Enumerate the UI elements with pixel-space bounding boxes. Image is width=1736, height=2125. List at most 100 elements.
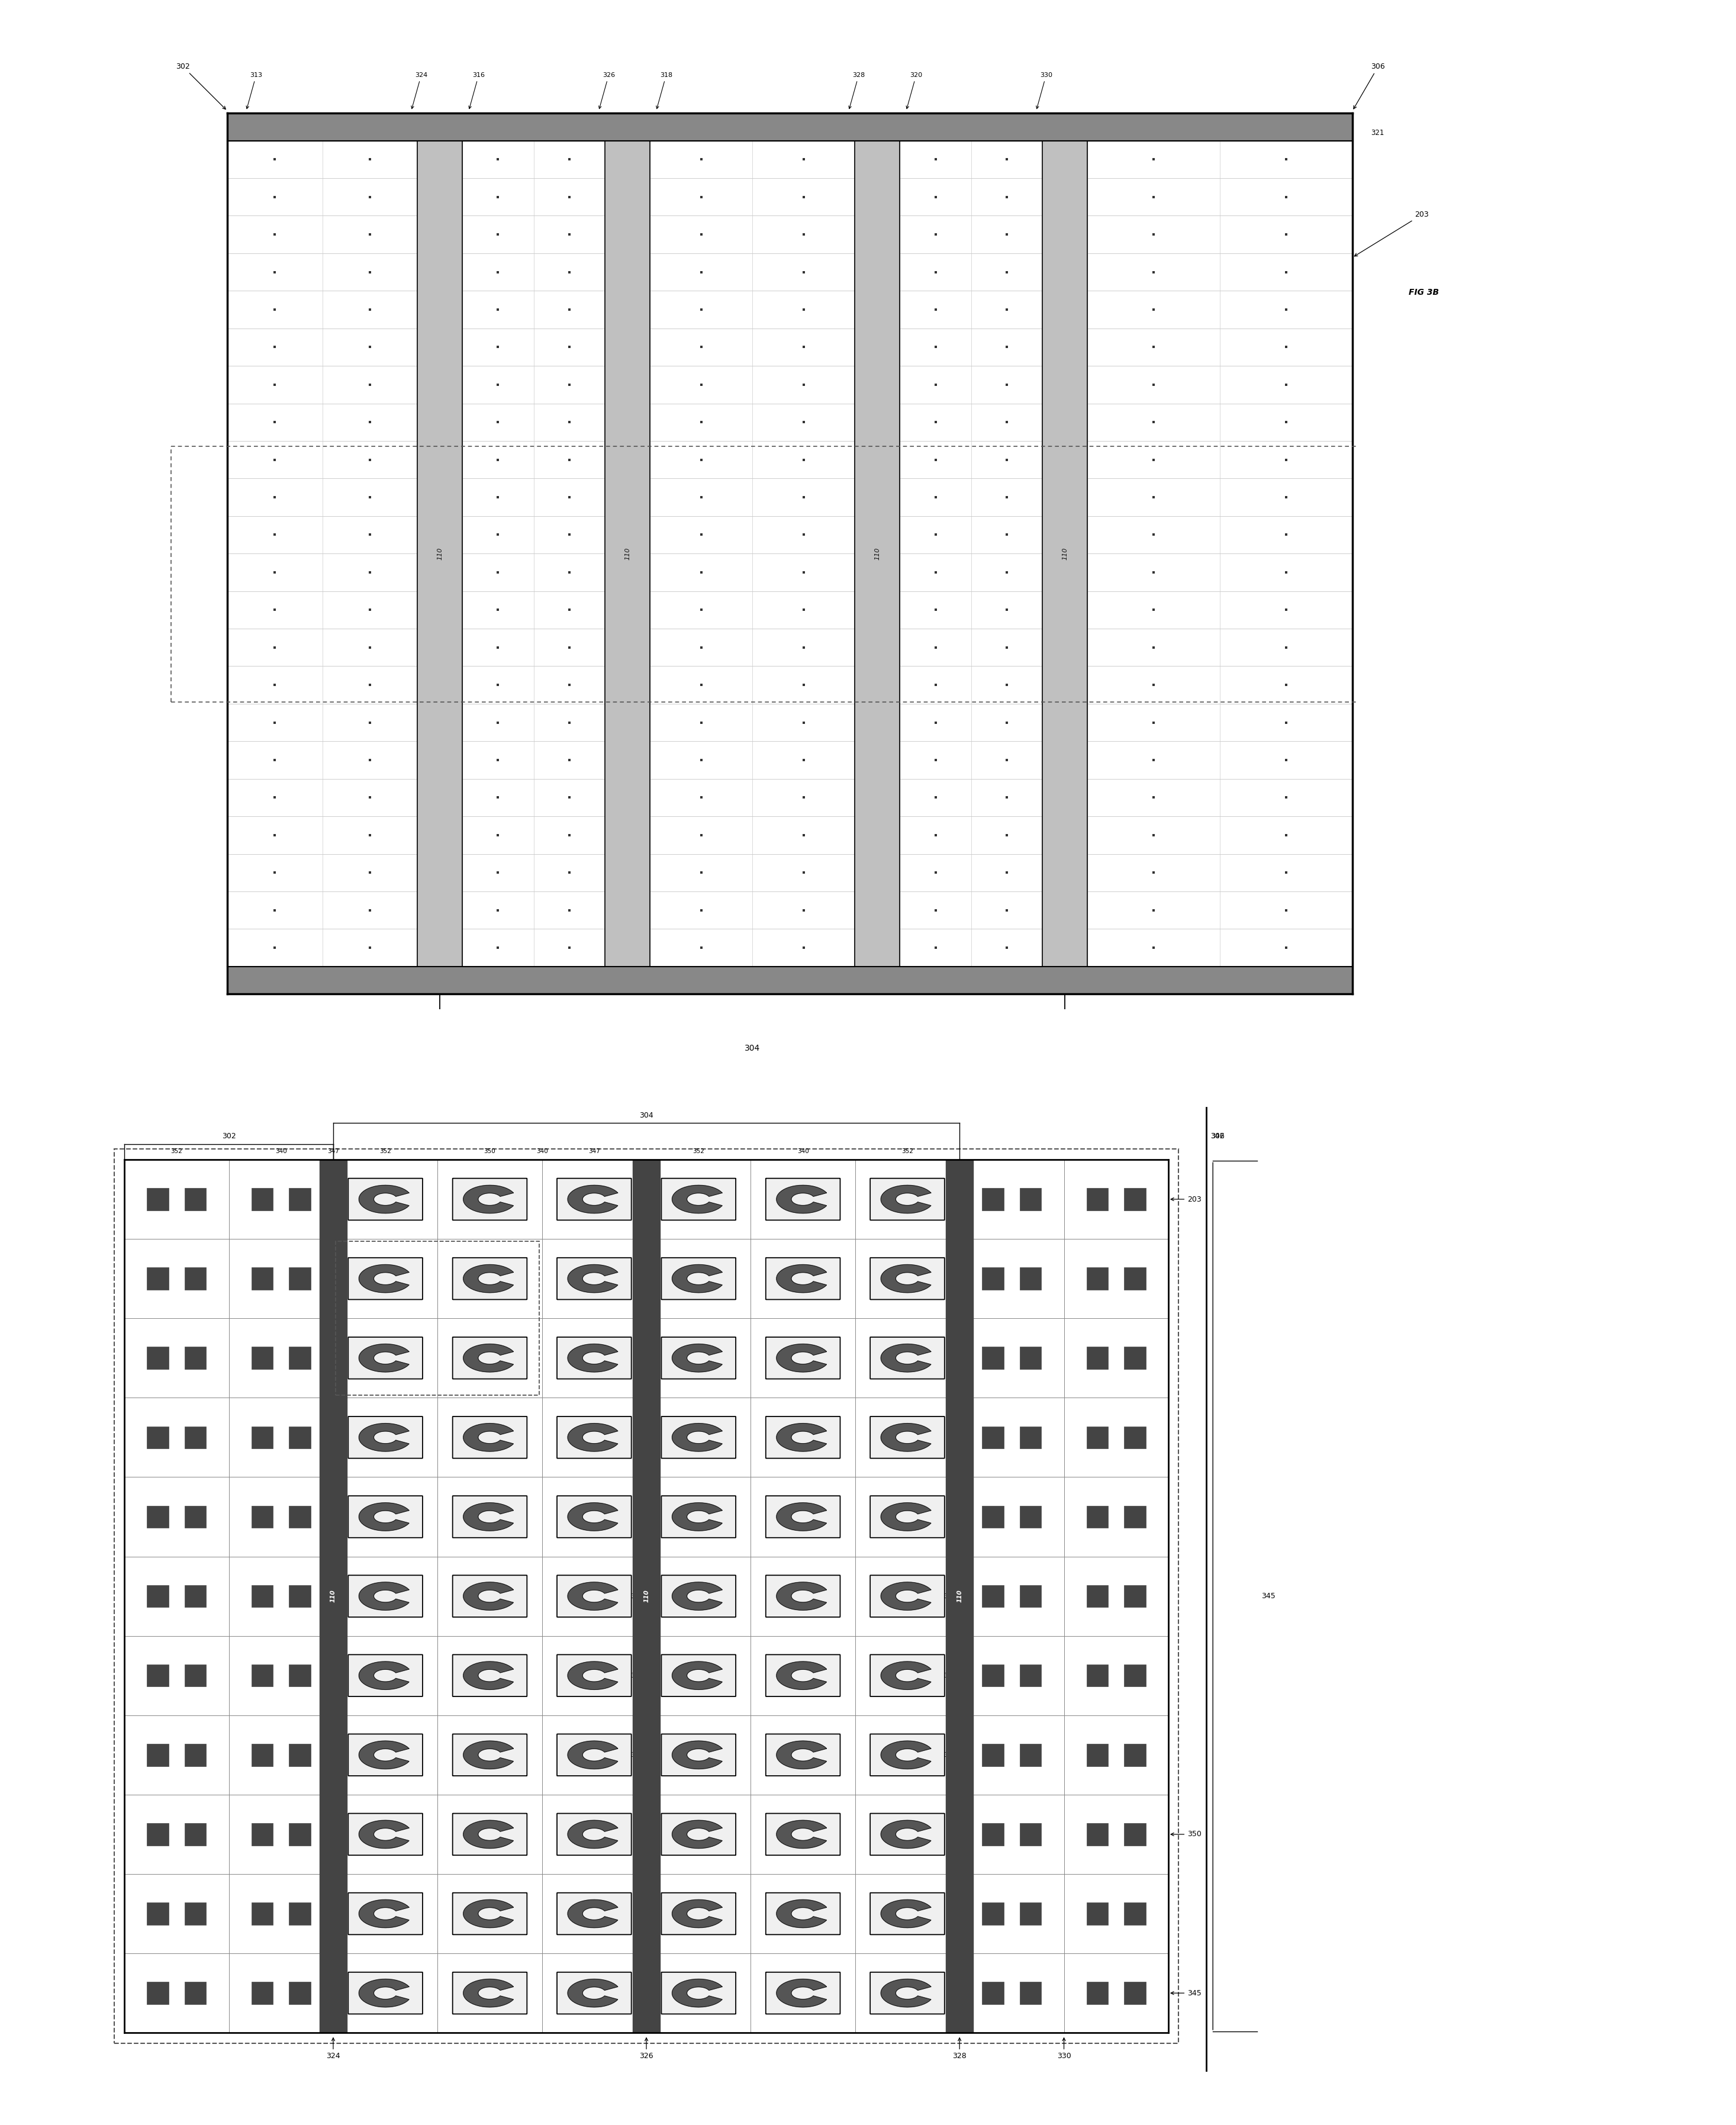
Text: 304: 304 bbox=[639, 1111, 653, 1120]
Polygon shape bbox=[568, 1740, 618, 1768]
Bar bbox=[983, 1426, 1003, 1449]
Bar bbox=[1125, 1347, 1146, 1369]
FancyBboxPatch shape bbox=[349, 1655, 422, 1696]
Text: —603: —603 bbox=[667, 1751, 686, 1757]
Polygon shape bbox=[568, 1978, 618, 2008]
Bar bbox=[252, 1266, 273, 1290]
FancyBboxPatch shape bbox=[870, 1337, 944, 1379]
FancyBboxPatch shape bbox=[870, 1575, 944, 1617]
Polygon shape bbox=[359, 1264, 410, 1292]
Bar bbox=[148, 1664, 168, 1687]
FancyBboxPatch shape bbox=[453, 1417, 528, 1458]
FancyBboxPatch shape bbox=[870, 1179, 944, 1220]
FancyBboxPatch shape bbox=[557, 1972, 632, 2014]
Bar bbox=[148, 1823, 168, 1844]
Text: 110: 110 bbox=[1062, 548, 1068, 559]
Polygon shape bbox=[880, 1662, 930, 1689]
Text: 330: 330 bbox=[1057, 2038, 1071, 2059]
FancyBboxPatch shape bbox=[349, 1734, 422, 1776]
Text: 352: 352 bbox=[380, 1148, 391, 1154]
Polygon shape bbox=[464, 1740, 514, 1768]
Polygon shape bbox=[672, 1583, 722, 1611]
Bar bbox=[184, 1507, 207, 1528]
Bar bbox=[252, 1902, 273, 1925]
Bar bbox=[1019, 1664, 1042, 1687]
Bar bbox=[148, 1426, 168, 1449]
Text: 302: 302 bbox=[222, 1133, 236, 1139]
FancyBboxPatch shape bbox=[349, 1417, 422, 1458]
Polygon shape bbox=[776, 1740, 826, 1768]
FancyBboxPatch shape bbox=[453, 1893, 528, 1934]
Bar bbox=[252, 1983, 273, 2004]
Polygon shape bbox=[672, 1343, 722, 1373]
Text: 321: 321 bbox=[1371, 130, 1384, 136]
Text: 324: 324 bbox=[326, 2038, 340, 2059]
Bar bbox=[184, 1585, 207, 1607]
Text: 110: 110 bbox=[625, 548, 630, 559]
Text: —347: —347 bbox=[625, 1751, 644, 1757]
Text: —347: —347 bbox=[939, 1672, 957, 1679]
Bar bbox=[184, 1347, 207, 1369]
Polygon shape bbox=[880, 1343, 930, 1373]
Bar bbox=[184, 1823, 207, 1844]
Text: —347: —347 bbox=[939, 1751, 957, 1757]
Bar bbox=[148, 1745, 168, 1766]
Text: —347: —347 bbox=[625, 1672, 644, 1679]
Text: 316: 316 bbox=[469, 72, 484, 108]
FancyBboxPatch shape bbox=[349, 1496, 422, 1538]
Bar bbox=[288, 1902, 311, 1925]
Polygon shape bbox=[359, 1502, 410, 1530]
Text: —515: —515 bbox=[667, 1832, 686, 1838]
Bar bbox=[288, 1426, 311, 1449]
FancyBboxPatch shape bbox=[661, 1893, 736, 1934]
FancyBboxPatch shape bbox=[661, 1496, 736, 1538]
FancyBboxPatch shape bbox=[453, 1655, 528, 1696]
Bar bbox=[288, 1983, 311, 2004]
Bar bbox=[184, 1266, 207, 1290]
FancyBboxPatch shape bbox=[661, 1337, 736, 1379]
Bar bbox=[288, 1266, 311, 1290]
Bar bbox=[1087, 1823, 1108, 1844]
FancyBboxPatch shape bbox=[870, 1734, 944, 1776]
Text: 328: 328 bbox=[849, 72, 865, 108]
Bar bbox=[1019, 1585, 1042, 1607]
Bar bbox=[252, 1823, 273, 1844]
Text: 345: 345 bbox=[1262, 1592, 1276, 1600]
FancyBboxPatch shape bbox=[453, 1813, 528, 1855]
Polygon shape bbox=[359, 1821, 410, 1849]
Bar bbox=[1125, 1664, 1146, 1687]
Bar bbox=[1125, 1507, 1146, 1528]
Polygon shape bbox=[464, 1900, 514, 1927]
Text: 328: 328 bbox=[953, 2038, 967, 2059]
FancyBboxPatch shape bbox=[453, 1496, 528, 1538]
FancyBboxPatch shape bbox=[349, 1813, 422, 1855]
Bar bbox=[1019, 1983, 1042, 2004]
Bar bbox=[252, 1426, 273, 1449]
Polygon shape bbox=[776, 1978, 826, 2008]
Bar bbox=[1125, 1823, 1146, 1844]
Bar bbox=[1125, 1426, 1146, 1449]
Text: 330: 330 bbox=[1036, 72, 1052, 108]
Polygon shape bbox=[568, 1343, 618, 1373]
Bar bbox=[1087, 1585, 1108, 1607]
FancyBboxPatch shape bbox=[766, 1972, 840, 2014]
Text: FIG 3B: FIG 3B bbox=[1408, 289, 1439, 295]
Polygon shape bbox=[776, 1424, 826, 1451]
Bar bbox=[983, 1188, 1003, 1211]
Polygon shape bbox=[880, 1583, 930, 1611]
Polygon shape bbox=[880, 1740, 930, 1768]
Bar bbox=[252, 1347, 273, 1369]
Polygon shape bbox=[880, 1424, 930, 1451]
Text: 110: 110 bbox=[644, 1590, 649, 1602]
Polygon shape bbox=[464, 1502, 514, 1530]
Bar bbox=[1087, 1664, 1108, 1687]
Text: 340: 340 bbox=[797, 1148, 809, 1154]
Bar bbox=[983, 1983, 1003, 2004]
Text: 347: 347 bbox=[328, 1148, 339, 1154]
FancyBboxPatch shape bbox=[557, 1575, 632, 1617]
FancyBboxPatch shape bbox=[349, 1337, 422, 1379]
Polygon shape bbox=[776, 1186, 826, 1213]
FancyBboxPatch shape bbox=[870, 1813, 944, 1855]
Bar bbox=[1125, 1745, 1146, 1766]
Text: 110: 110 bbox=[437, 548, 443, 559]
